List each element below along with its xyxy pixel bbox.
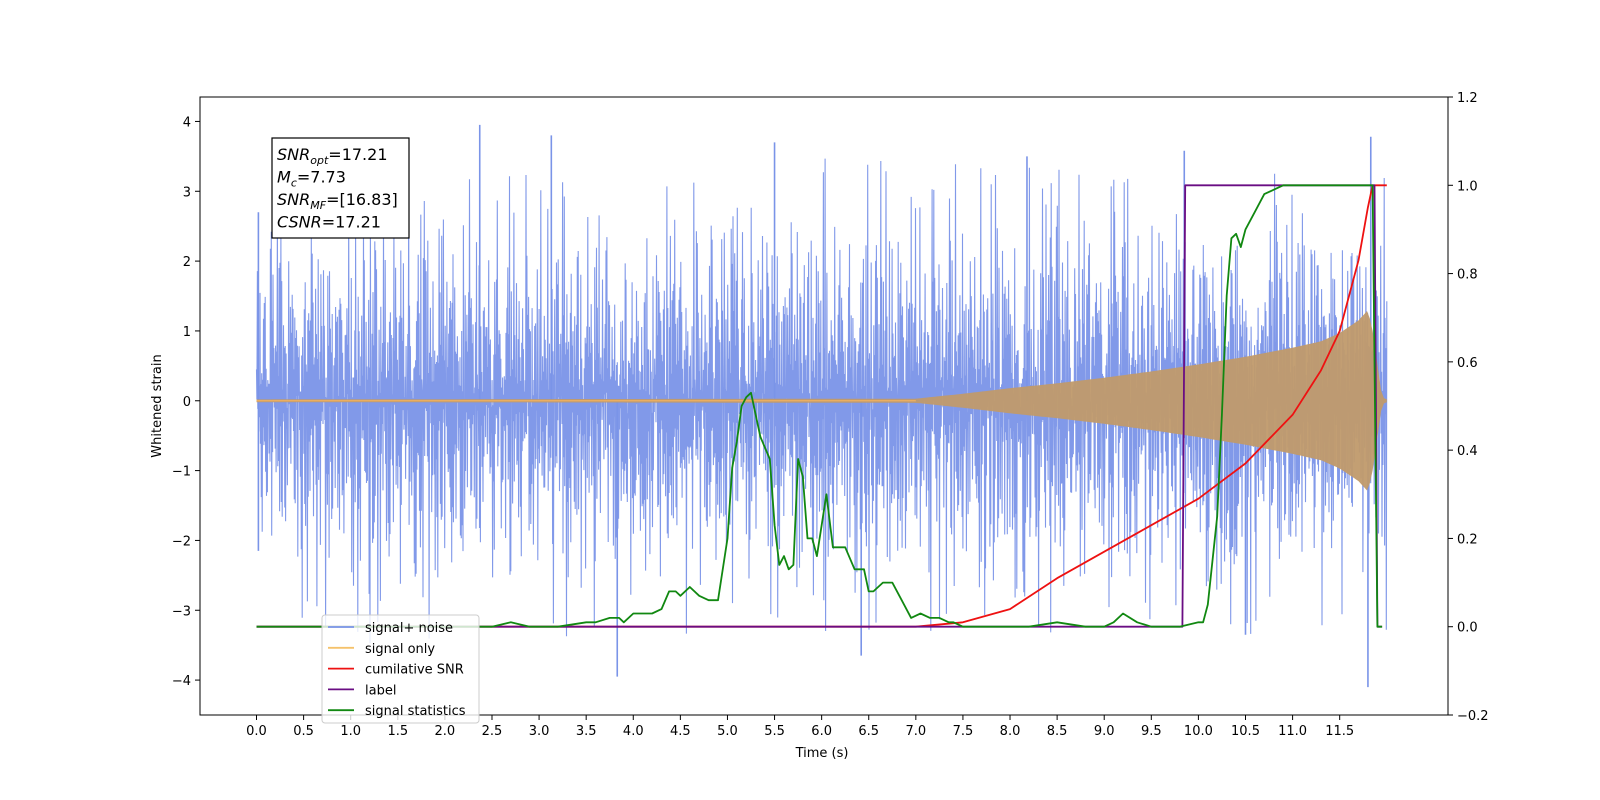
x-tick-label: 11.5	[1325, 724, 1354, 739]
y-right-tick-label: −0.2	[1457, 709, 1489, 724]
y-left-tick-label: −1	[172, 465, 191, 480]
y-left-tick-label: −2	[172, 534, 191, 549]
x-tick-label: 8.0	[1000, 724, 1021, 739]
x-tick-label: 0.0	[246, 724, 267, 739]
y-left-tick-label: 4	[183, 115, 191, 130]
annotation-box: SNRopt=17.21Mc=7.73SNRMF=[16.83]CSNR=17.…	[271, 137, 410, 239]
annotation-line: SNRopt=17.21	[277, 145, 388, 167]
y-right-tick-label: 0.0	[1457, 621, 1478, 636]
x-tick-label: 1.0	[340, 724, 361, 739]
y-left-tick-label: 0	[183, 395, 191, 410]
x-tick-label: 7.0	[905, 724, 926, 739]
x-tick-label: 9.0	[1094, 724, 1115, 739]
y-right-tick-label: 0.8	[1457, 268, 1478, 283]
x-tick-label: 5.0	[717, 724, 738, 739]
y-right-tick-label: 1.0	[1457, 179, 1478, 194]
annotation-line: CSNR=17.21	[277, 213, 381, 232]
x-tick-label: 7.5	[953, 724, 974, 739]
x-axis: 0.0 0.5 1.0 1.5 2.0 2.5 3.0 3.5 4.0 4.5 5.0 5.5 6.0 6…	[246, 715, 1354, 739]
y-right-tick-label: 0.4	[1457, 444, 1478, 459]
y-axis-label-left: Whitened strain	[150, 354, 165, 457]
annotation-line: Mc=7.73	[277, 168, 346, 190]
x-tick-label: 3.0	[529, 724, 550, 739]
y-left-tick-label: 2	[183, 255, 191, 270]
series-cumilative-snr-line	[256, 184, 1387, 628]
legend-entry-label: label	[365, 683, 396, 698]
x-tick-label: 10.5	[1231, 724, 1260, 739]
y-left-tick-label: 1	[183, 325, 191, 340]
y-left-tick-label: −3	[172, 604, 191, 619]
x-tick-label: 2.5	[482, 724, 503, 739]
axes-frame	[199, 96, 1449, 716]
annotation-line: SNRMF=[16.83]	[277, 190, 398, 212]
x-tick-label: 0.5	[293, 724, 314, 739]
y-left-tick-label: 3	[183, 185, 191, 200]
y-right-tick-label: 0.6	[1457, 356, 1478, 371]
legend-entry-label: signal only	[365, 642, 435, 657]
legend-entry-label: cumilative SNR	[365, 663, 464, 678]
legend-frame	[321, 614, 480, 724]
x-tick-label: 2.0	[435, 724, 456, 739]
y-axis-left: −4 −3 −2 −1 0 1 2 3 4	[172, 115, 200, 689]
legend: signal+ noise signal only cumilative SNR la…	[321, 614, 480, 724]
x-tick-label: 6.5	[858, 724, 879, 739]
annotation-frame	[271, 137, 410, 239]
series-signal-statistics-line	[256, 184, 1383, 628]
x-tick-label: 8.5	[1047, 724, 1068, 739]
x-axis-label: Time (s)	[795, 746, 849, 761]
x-tick-label: 10.0	[1184, 724, 1213, 739]
y-left-tick-label: −4	[172, 674, 191, 689]
legend-entry-label: signal statistics	[365, 704, 466, 719]
x-tick-label: 6.0	[811, 724, 832, 739]
x-tick-label: 9.5	[1141, 724, 1162, 739]
x-tick-label: 5.5	[764, 724, 785, 739]
y-right-tick-label: 1.2	[1457, 91, 1478, 106]
x-tick-label: 4.5	[670, 724, 691, 739]
y-right-tick-label: 0.2	[1457, 532, 1478, 547]
plot-area	[255, 124, 1388, 688]
x-tick-label: 11.0	[1278, 724, 1307, 739]
x-tick-label: 3.5	[576, 724, 597, 739]
x-tick-label: 4.0	[623, 724, 644, 739]
x-tick-label: 1.5	[387, 724, 408, 739]
legend-entry-label: signal+ noise	[365, 621, 453, 636]
y-axis-right: −0.2 0.0 0.2 0.4 0.6 0.8 1.0 1.2	[1448, 91, 1489, 724]
